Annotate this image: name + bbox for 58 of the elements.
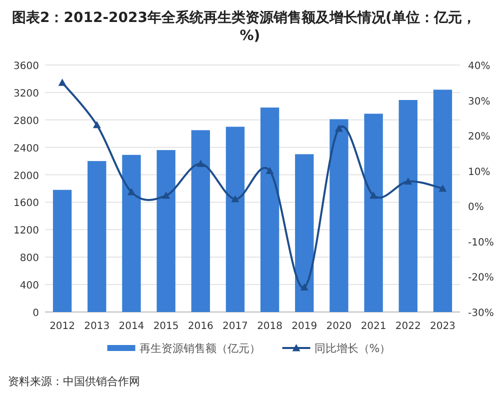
x-tick-label: 2013 — [84, 321, 110, 332]
y-tick-label: 1600 — [14, 198, 39, 210]
y2-tick-label: 40% — [468, 61, 490, 72]
y2-tick-label: 20% — [468, 132, 490, 143]
chart-title: 图表2：2012-2023年全系统再生类资源销售额及增长情况(单位：亿元，%) — [12, 9, 476, 44]
y2-tick-label: 0% — [468, 202, 484, 214]
y2-tick-label: 30% — [468, 96, 490, 108]
x-tick-label: 2012 — [50, 321, 76, 332]
text: 资料来源：中国供销合作网 — [8, 375, 140, 388]
legend-label: 同比增长（%） — [314, 342, 391, 355]
legend-label: 再生资源销售额（亿元） — [139, 342, 260, 355]
y-tick-label: 400 — [20, 280, 39, 292]
bar — [122, 154, 141, 312]
point — [196, 160, 205, 167]
bar — [295, 154, 314, 312]
y2-tick-label: -10% — [468, 237, 494, 248]
y-tick-label: 0 — [32, 308, 39, 319]
x-tick-label: 2023 — [430, 321, 456, 332]
point — [438, 184, 447, 192]
y-tick-label: 800 — [20, 253, 39, 264]
bar — [226, 126, 245, 312]
point — [231, 195, 240, 202]
bar — [398, 100, 418, 312]
y-tick-label: 2800 — [14, 116, 39, 127]
bar — [156, 150, 176, 312]
point — [370, 192, 378, 199]
x-tick-label: 2014 — [118, 321, 144, 332]
point — [300, 283, 308, 290]
y-tick-label: 2000 — [14, 170, 39, 182]
point — [162, 192, 170, 199]
y-tick-label: 1200 — [14, 226, 39, 237]
bar — [88, 161, 106, 312]
x-tick-label: 2022 — [395, 321, 421, 332]
x-tick-label: 2016 — [188, 321, 214, 332]
bar — [330, 119, 348, 312]
bar — [191, 130, 210, 312]
point — [266, 166, 274, 174]
y2-tick-label: -20% — [468, 272, 494, 284]
point — [334, 124, 343, 132]
y2-tick-label: -30% — [468, 308, 494, 319]
point — [58, 78, 66, 86]
bar — [260, 108, 280, 312]
bar — [364, 114, 383, 312]
bar — [433, 90, 452, 312]
y2-tick-label: 10% — [468, 166, 490, 178]
point — [127, 188, 136, 196]
point — [404, 177, 412, 185]
y-tick-label: 2400 — [14, 143, 39, 154]
x-tick-label: 2019 — [292, 321, 318, 332]
y-tick-label: 3200 — [14, 88, 39, 100]
x-tick-label: 2015 — [153, 321, 179, 332]
x-tick-label: 2020 — [326, 321, 352, 332]
x-tick-label: 2021 — [360, 321, 386, 332]
x-tick-label: 2018 — [257, 321, 283, 332]
y-tick-label: 3600 — [14, 61, 39, 72]
bar — [52, 190, 72, 312]
point — [92, 120, 101, 128]
x-tick-label: 2017 — [222, 321, 248, 332]
